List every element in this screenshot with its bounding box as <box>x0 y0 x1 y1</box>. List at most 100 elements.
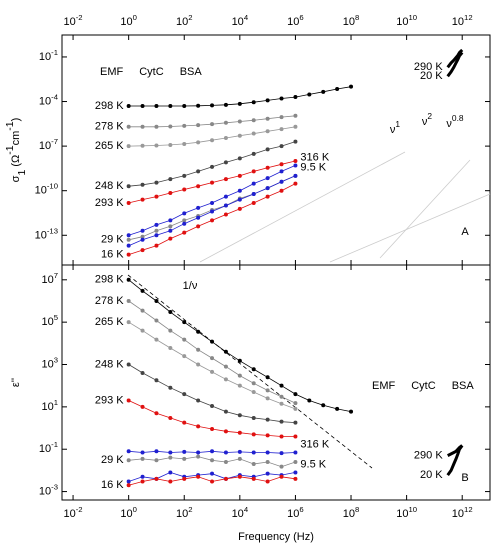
data-point <box>265 176 270 181</box>
y-axis-label: ε'' <box>10 378 22 387</box>
annotation: ν1 <box>390 119 401 136</box>
data-point <box>265 186 270 191</box>
plot-frame <box>61 264 491 501</box>
data-point <box>265 450 270 455</box>
data-point <box>126 483 131 488</box>
annotation: 1/ν <box>183 280 198 292</box>
data-point <box>182 173 187 178</box>
series-label: 248 K <box>95 358 124 370</box>
x-tick-label: 1010 <box>396 505 417 520</box>
series-line <box>128 165 296 236</box>
data-point <box>293 124 298 129</box>
data-point <box>196 184 201 189</box>
data-point <box>349 84 354 89</box>
data-point <box>182 123 187 128</box>
data-point <box>126 277 131 282</box>
data-point <box>210 356 215 361</box>
data-point <box>210 103 215 108</box>
data-point <box>279 451 284 456</box>
data-point <box>168 124 173 129</box>
data-point <box>196 474 201 479</box>
series-label: 248 K <box>95 180 124 192</box>
data-point <box>154 233 159 238</box>
data-point <box>182 230 187 235</box>
data-point <box>237 430 242 435</box>
data-point <box>237 188 242 193</box>
data-point <box>182 392 187 397</box>
data-point <box>265 98 270 103</box>
data-point <box>126 362 131 367</box>
y-tick-label: 10-4 <box>39 92 59 107</box>
data-point <box>140 248 145 253</box>
y-tick-label: 103 <box>41 355 58 370</box>
data-point <box>126 298 131 303</box>
data-point <box>293 163 298 168</box>
x-tick-label: 102 <box>176 505 193 520</box>
legend-label: EMF <box>372 380 396 392</box>
data-point <box>265 471 270 476</box>
series-label: 290 K <box>414 449 443 461</box>
data-point <box>154 298 159 303</box>
legend-label: CytC <box>411 380 436 392</box>
data-point <box>210 369 215 374</box>
x-tick-label: 102 <box>176 13 193 28</box>
data-point <box>168 415 173 420</box>
data-point <box>154 222 159 227</box>
guide-line <box>379 159 471 259</box>
data-point <box>237 373 242 378</box>
data-point <box>210 209 215 214</box>
data-point <box>237 156 242 161</box>
series-label: 293 K <box>95 394 124 406</box>
data-point <box>293 181 298 186</box>
data-point <box>210 138 215 143</box>
data-point <box>140 237 145 242</box>
data-point <box>265 417 270 422</box>
data-point <box>126 200 131 205</box>
data-point <box>251 476 256 481</box>
x-tick-label: 100 <box>120 505 137 520</box>
data-point <box>251 450 256 455</box>
data-point <box>182 449 187 454</box>
series-line <box>446 444 464 476</box>
data-point <box>335 86 340 91</box>
data-point <box>223 364 228 369</box>
series-line <box>128 279 352 412</box>
data-point <box>140 308 145 313</box>
data-point <box>126 320 131 325</box>
data-point <box>126 144 131 149</box>
data-point <box>265 165 270 170</box>
data-point <box>154 337 159 342</box>
data-point <box>140 370 145 375</box>
data-point <box>223 349 228 354</box>
data-point <box>210 479 215 484</box>
data-point <box>293 434 298 439</box>
data-point <box>168 328 173 333</box>
data-point <box>265 147 270 152</box>
data-point <box>293 450 298 455</box>
data-point <box>126 398 131 403</box>
data-point <box>126 252 131 257</box>
data-point <box>321 89 326 94</box>
data-point <box>251 381 256 386</box>
data-point <box>140 234 145 239</box>
data-point <box>293 95 298 100</box>
data-point <box>140 474 145 479</box>
data-point <box>140 450 145 455</box>
data-point <box>140 328 145 333</box>
data-point <box>126 243 131 248</box>
series-label: 16 K <box>101 249 124 261</box>
data-point <box>196 329 201 334</box>
data-point <box>265 433 270 438</box>
y-tick-label: 10-13 <box>35 226 58 241</box>
x-tick-label: 106 <box>287 13 304 28</box>
y-tick-label: 105 <box>41 313 58 328</box>
x-tick-label: 10-2 <box>64 505 83 520</box>
data-point <box>293 139 298 144</box>
data-point <box>126 184 131 189</box>
data-point <box>223 409 228 414</box>
data-point <box>307 398 312 403</box>
data-point <box>196 103 201 108</box>
data-point <box>140 104 145 109</box>
data-point <box>168 385 173 390</box>
y-tick-label: 10-7 <box>39 137 58 152</box>
